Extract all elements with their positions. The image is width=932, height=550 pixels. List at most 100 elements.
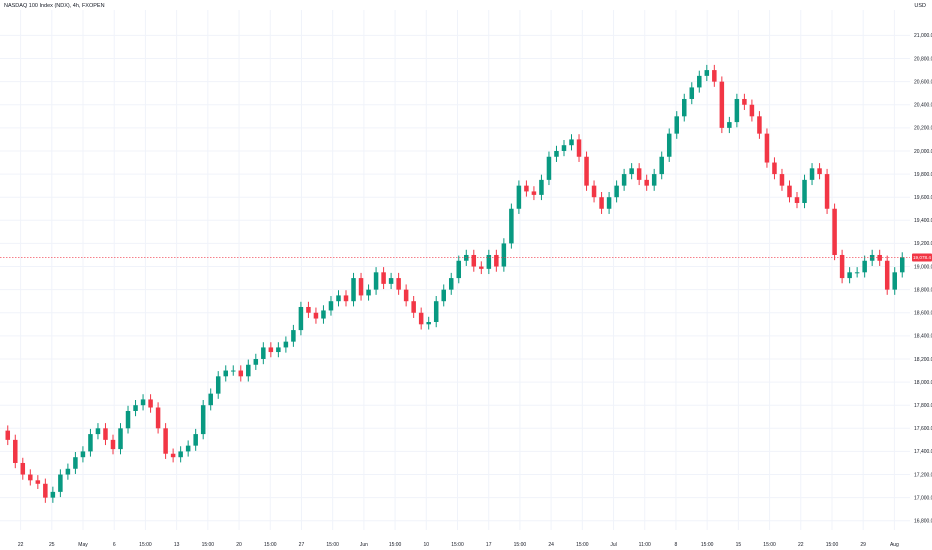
- candle: [321, 305, 326, 324]
- candle: [561, 140, 567, 157]
- price-tick-label: 21,000.0: [914, 33, 932, 39]
- candle: [328, 296, 334, 316]
- candle: [313, 307, 319, 324]
- candle-body: [35, 480, 41, 484]
- candle: [5, 425, 11, 446]
- candle-body: [133, 405, 138, 411]
- price-tick-label: 17,600.0: [914, 426, 932, 432]
- candle: [554, 145, 559, 162]
- candle-body: [396, 278, 401, 290]
- candle: [253, 353, 259, 370]
- candle: [772, 157, 777, 180]
- candle: [268, 342, 274, 358]
- candle: [163, 423, 168, 459]
- candle: [170, 448, 176, 463]
- candle-body: [238, 370, 244, 377]
- candle-body: [246, 364, 251, 377]
- candle-body: [802, 179, 807, 203]
- candle-body: [899, 257, 905, 273]
- candle: [208, 388, 213, 411]
- candle-body: [584, 156, 589, 186]
- candle: [200, 400, 206, 440]
- candle-body: [125, 410, 131, 429]
- candle-body: [276, 347, 281, 353]
- candle-body: [88, 434, 93, 452]
- price-axis[interactable]: 16,800.0 17,000.0 17,200.0 17,400.0 17,600.0…: [914, 33, 932, 524]
- candle: [426, 316, 431, 330]
- candle: [824, 168, 830, 214]
- time-tick-label: 24: [548, 542, 554, 548]
- candle-body: [298, 306, 304, 331]
- candle: [471, 249, 477, 272]
- candle-body: [13, 439, 18, 463]
- candle: [546, 151, 552, 186]
- candle-body: [817, 168, 822, 175]
- candle: [155, 402, 161, 434]
- candle: [351, 272, 356, 307]
- candle-body: [170, 453, 176, 458]
- candle: [140, 394, 146, 411]
- candle: [569, 134, 574, 151]
- candle: [215, 371, 221, 399]
- candle: [599, 192, 604, 214]
- candle: [832, 203, 837, 261]
- candle-body: [614, 185, 619, 198]
- price-tick-label: 19,800.0: [914, 172, 932, 178]
- candle-body: [223, 370, 228, 377]
- candle-body: [546, 156, 552, 180]
- candle-body: [854, 272, 860, 274]
- candle: [381, 267, 386, 290]
- candle-body: [215, 376, 221, 394]
- candle: [591, 180, 597, 203]
- candle: [659, 151, 664, 180]
- candle: [185, 440, 191, 457]
- candle-body: [253, 358, 259, 365]
- price-tick-label: 18,000.0: [914, 380, 932, 386]
- candle-body: [103, 428, 108, 440]
- candle-body: [832, 208, 837, 255]
- candle: [704, 64, 710, 82]
- candle-body: [576, 139, 582, 157]
- candle: [80, 446, 86, 463]
- candle-body: [884, 260, 890, 290]
- candle: [88, 428, 93, 457]
- time-tick-label: 17: [486, 542, 492, 548]
- candle: [283, 336, 289, 353]
- candle: [223, 365, 228, 382]
- currency-label: USD: [914, 3, 926, 9]
- candle: [291, 324, 296, 347]
- candle: [28, 469, 33, 486]
- candle: [358, 272, 364, 301]
- time-tick-label: 20: [236, 542, 242, 548]
- time-tick-label: 15:00: [264, 542, 277, 548]
- candle-body: [358, 278, 364, 296]
- candle-body: [448, 278, 454, 290]
- candle: [103, 423, 108, 446]
- candle-body: [65, 468, 71, 475]
- candle-body: [313, 312, 319, 319]
- candle-body: [418, 312, 424, 325]
- price-tick-label: 17,400.0: [914, 449, 932, 455]
- candle: [749, 99, 755, 122]
- time-tick-label: 6: [113, 542, 116, 548]
- candle-body: [877, 254, 882, 261]
- time-tick-label: Jun: [360, 542, 368, 548]
- candle-body: [561, 145, 567, 151]
- time-axis[interactable]: 22 25 May 6 15:00 13 15:00 20 15:00 27 15:00 Jun 15:…: [18, 542, 899, 548]
- candle-body: [328, 301, 334, 311]
- candle-body: [779, 174, 785, 186]
- time-tick-label: Aug: [890, 542, 899, 548]
- candle-body: [772, 162, 777, 175]
- candle: [817, 163, 822, 180]
- candle-body: [178, 451, 183, 458]
- candle-body: [373, 272, 379, 290]
- candle: [584, 151, 589, 191]
- price-tick-label: 19,600.0: [914, 195, 932, 201]
- candle: [884, 255, 890, 295]
- candle-body: [651, 174, 657, 186]
- candle-body: [441, 289, 446, 302]
- time-tick-label: 15:00: [139, 542, 152, 548]
- time-tick-label: 15:00: [202, 542, 215, 548]
- candle: [644, 174, 649, 191]
